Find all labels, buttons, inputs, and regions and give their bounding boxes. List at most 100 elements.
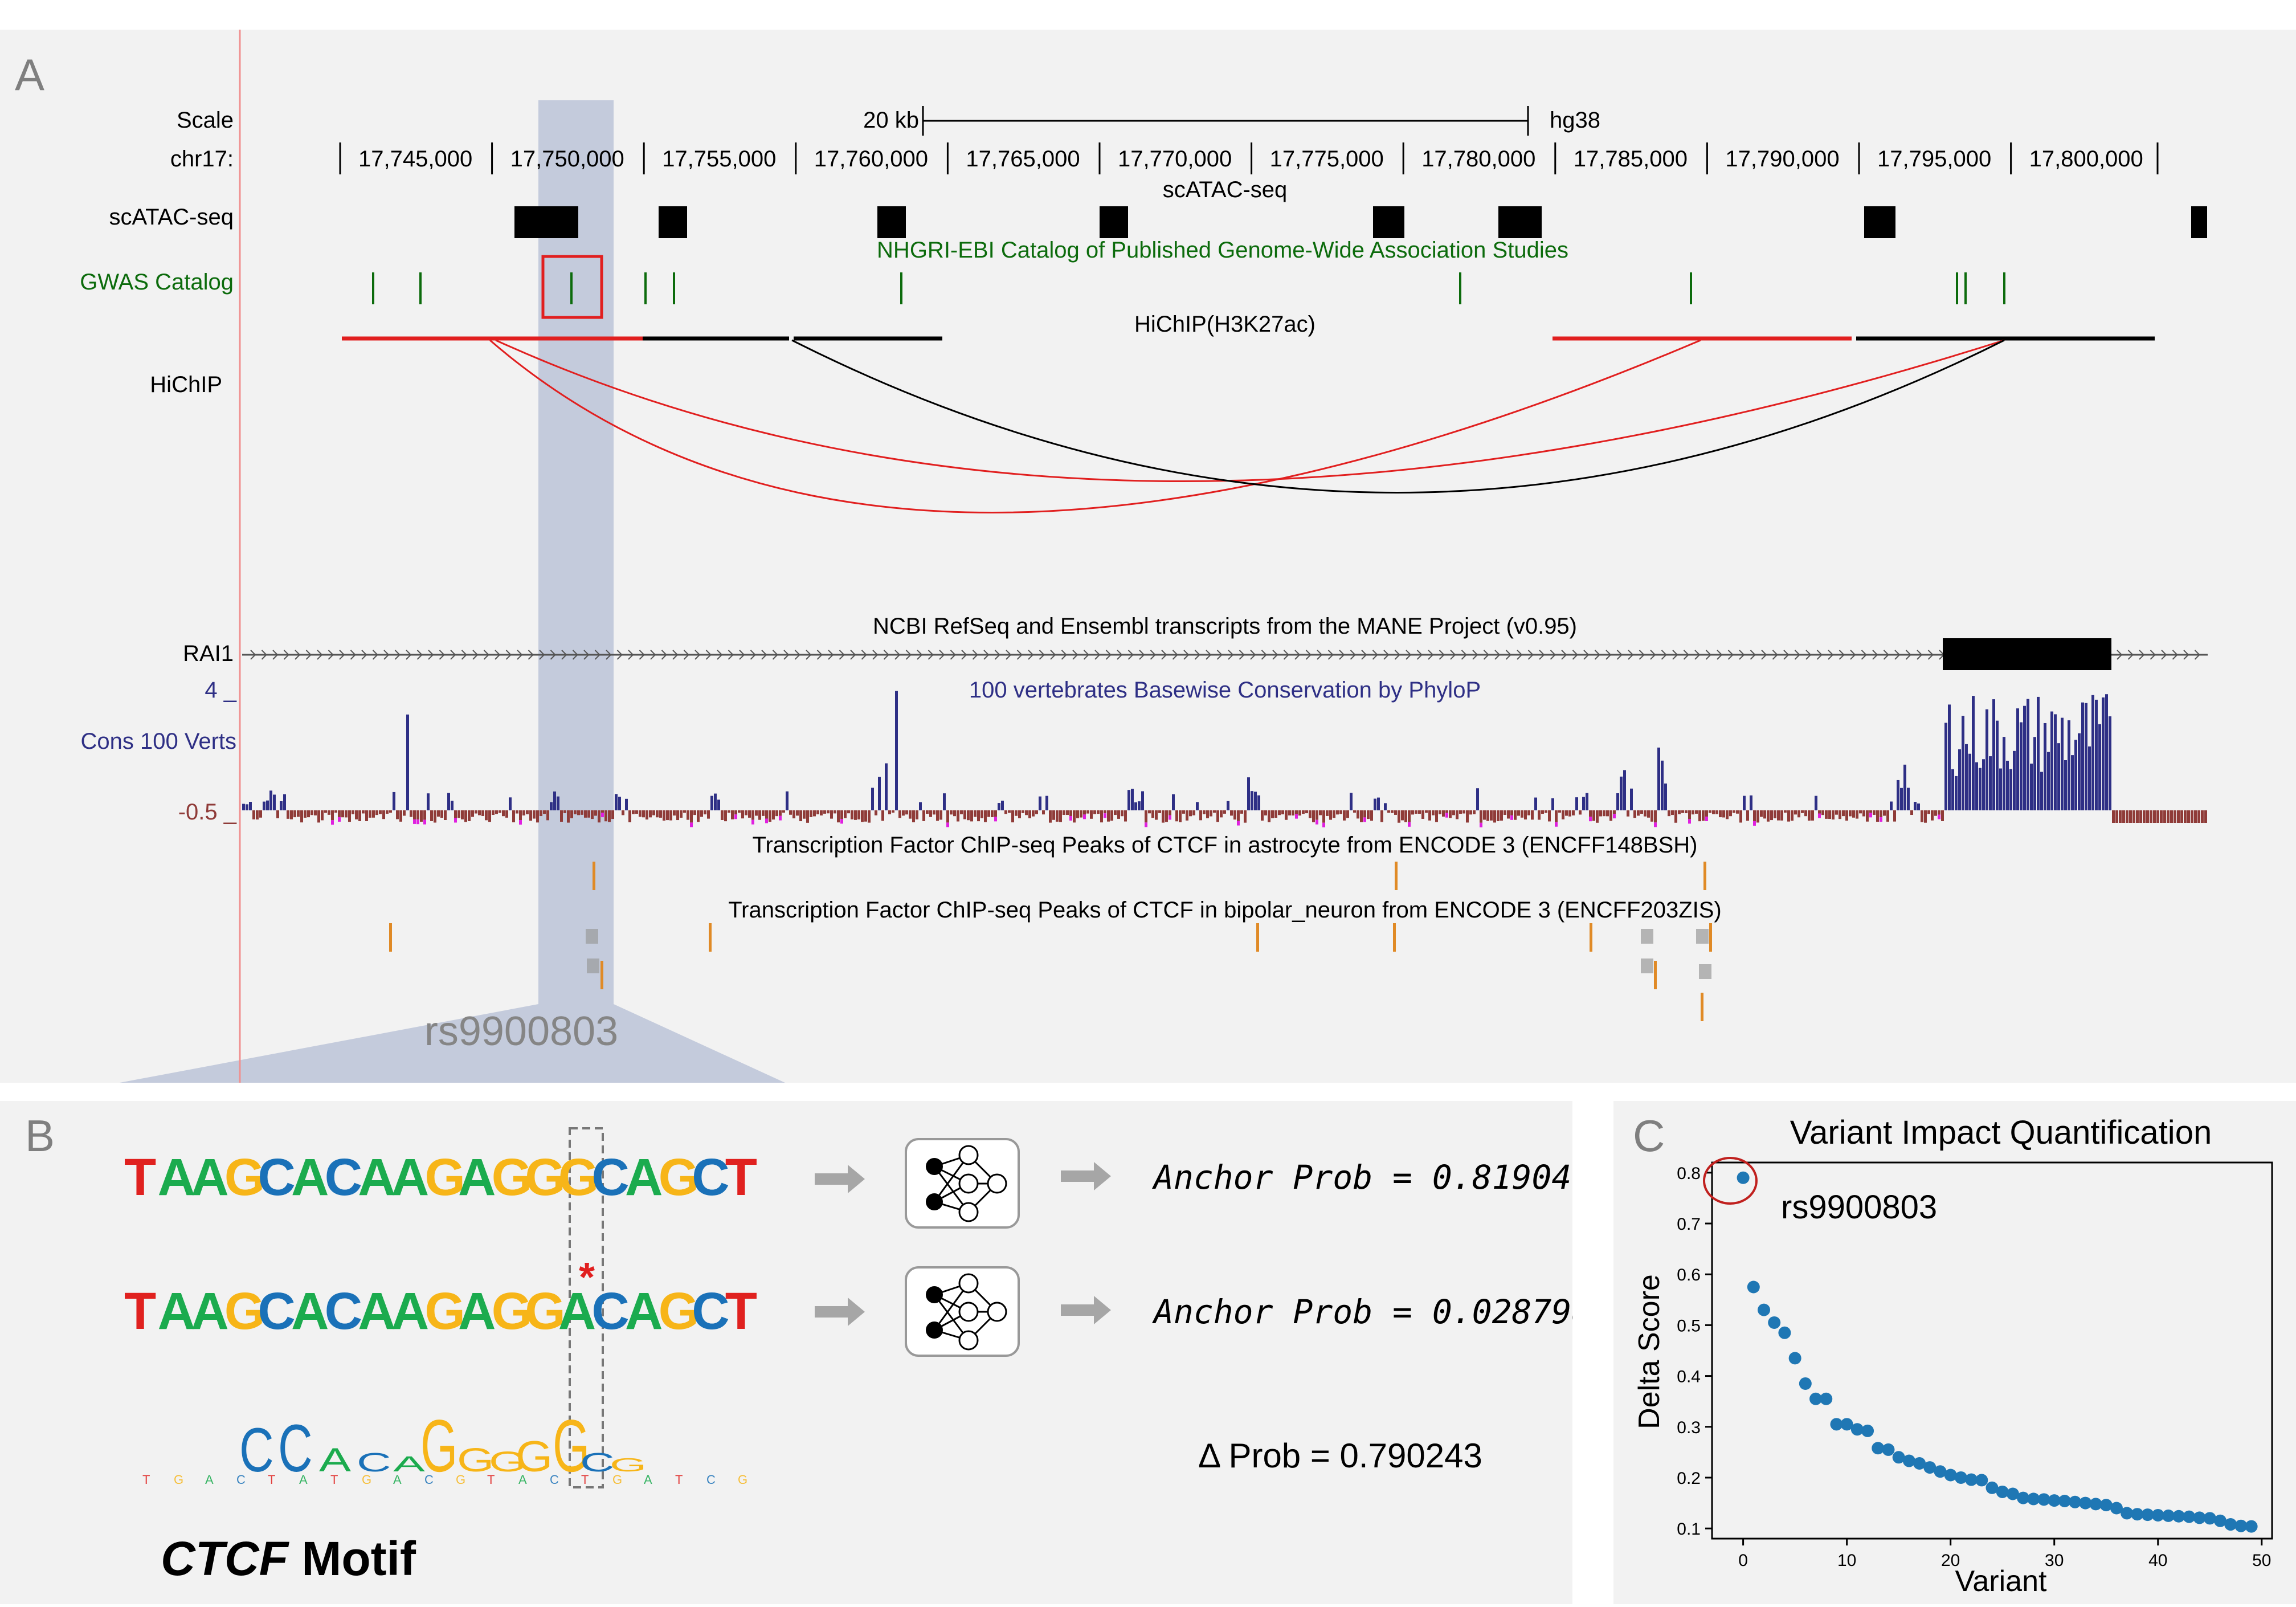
- strand-arrow: [1616, 650, 1623, 660]
- strand-arrow: [1828, 650, 1834, 660]
- strand-arrow: [1317, 650, 1323, 660]
- phylop-bar: [563, 810, 566, 813]
- strand-arrow: [739, 650, 745, 660]
- strand-arrow: [1472, 650, 1478, 660]
- phylop-bar: [642, 810, 645, 818]
- phylop-bar: [2136, 810, 2139, 823]
- phylop-bar: [1363, 817, 1366, 822]
- phylop-bar: [1493, 810, 1496, 823]
- phylop-bar: [1141, 791, 1144, 810]
- chart-points: [1737, 1171, 2258, 1533]
- phylop-bar: [1647, 810, 1650, 818]
- sequence-base: G: [659, 1148, 700, 1206]
- phylop-bar: [1206, 810, 1209, 818]
- phylop-bar: [1917, 803, 1920, 810]
- phylop-bar: [652, 810, 655, 815]
- phylop-bar: [1367, 810, 1370, 819]
- strand-arrow: [1194, 650, 1200, 660]
- phylop-bar: [779, 815, 782, 821]
- phylop-bar: [598, 810, 600, 823]
- phylop-bar: [1692, 810, 1694, 815]
- phylop-bar: [273, 794, 276, 810]
- phylop-bar: [454, 810, 457, 818]
- ctcf-peak: [593, 862, 595, 890]
- phylop-bar: [416, 810, 419, 820]
- phylop-bar: [1346, 810, 1349, 818]
- phylop-bar: [721, 810, 724, 821]
- scatac-peak: [2191, 206, 2207, 238]
- phylop-bar: [2146, 810, 2149, 823]
- strand-arrow: [950, 650, 956, 660]
- phylop-bar: [1968, 753, 1971, 810]
- sequence-base: G: [659, 1282, 700, 1340]
- phylop-bar: [779, 810, 782, 816]
- phylop-bar: [2201, 810, 2204, 823]
- phylop-bar: [601, 810, 604, 813]
- phylop-bar: [591, 810, 594, 819]
- strand-arrow: [972, 650, 978, 660]
- phylop-bar: [543, 810, 546, 814]
- sequence-base: G: [492, 1148, 533, 1206]
- phylop-bar: [550, 802, 553, 810]
- strand-arrow: [1239, 650, 1245, 660]
- strand-arrow: [439, 650, 445, 660]
- variant-point: [2048, 1494, 2061, 1507]
- ruler-tick-label: 17,745,000: [358, 146, 472, 172]
- alt-anchor-prob: Anchor Prob = 0.028798: [1152, 1292, 1572, 1331]
- gene-label: RAI1: [183, 641, 234, 666]
- phylop-bar: [1914, 802, 1917, 810]
- phylop-bar: [1938, 810, 1940, 815]
- strand-arrow: [1327, 650, 1334, 660]
- strand-arrow: [1339, 650, 1345, 660]
- phylop-bar: [2016, 708, 2019, 810]
- arrow-to-model: [815, 1298, 865, 1326]
- strand-arrow: [450, 650, 456, 660]
- phylop-bar: [1791, 810, 1794, 821]
- phylop-bar: [1326, 810, 1329, 816]
- phylop-bar: [1568, 810, 1571, 817]
- variant-point: [1996, 1485, 2009, 1498]
- phylop-bar: [1237, 821, 1240, 826]
- phylop-bar: [898, 810, 901, 818]
- strand-arrow: [806, 650, 812, 660]
- phylop-bar: [1551, 798, 1554, 810]
- phylop-bar: [1107, 810, 1110, 822]
- ctcf-peak: [1256, 923, 1259, 952]
- phylop-bar: [2102, 697, 2105, 810]
- phylop-bar: [731, 810, 734, 819]
- phylop-bar: [929, 810, 932, 817]
- variant-point: [2058, 1495, 2071, 1507]
- x-tick-label: 20: [1941, 1551, 1960, 1570]
- sequence-base: G: [424, 1282, 465, 1340]
- strand-arrow: [339, 650, 345, 660]
- phylop-bar: [847, 810, 850, 814]
- phylop-bar: [2098, 724, 2101, 810]
- phylop-bar: [1418, 810, 1421, 814]
- phylop-bar: [1425, 810, 1428, 813]
- phylop-bar: [372, 810, 375, 818]
- phylop-bar: [358, 810, 361, 821]
- phylop-bar: [314, 810, 317, 815]
- chart-plot-area: [1711, 1161, 2273, 1540]
- phylop-bar: [1213, 810, 1216, 813]
- phylop-bar: [970, 810, 973, 822]
- strand-arrow: [1439, 650, 1445, 660]
- phylop-bar: [1801, 810, 1804, 813]
- ctcf-peak: [1641, 929, 1653, 944]
- chart-ylabel: Delta Score: [1633, 1274, 1666, 1429]
- phylop-bar: [2050, 711, 2053, 810]
- phylop-bar: [485, 810, 488, 821]
- phylop-bar: [1582, 797, 1585, 810]
- motif-logo-letter: A: [299, 1473, 308, 1487]
- phylop-bar: [1815, 796, 1817, 810]
- phylop-bar: [1059, 810, 1062, 822]
- phylop-bar: [2153, 810, 2156, 823]
- phylop-bar: [529, 810, 532, 821]
- phylop-bar: [1497, 810, 1500, 822]
- sequence-base: A: [358, 1148, 395, 1206]
- phylop-bar: [1404, 810, 1407, 822]
- phylop-bar: [1931, 810, 1934, 821]
- phylop-bar: [751, 819, 754, 825]
- phylop-bar: [396, 810, 399, 819]
